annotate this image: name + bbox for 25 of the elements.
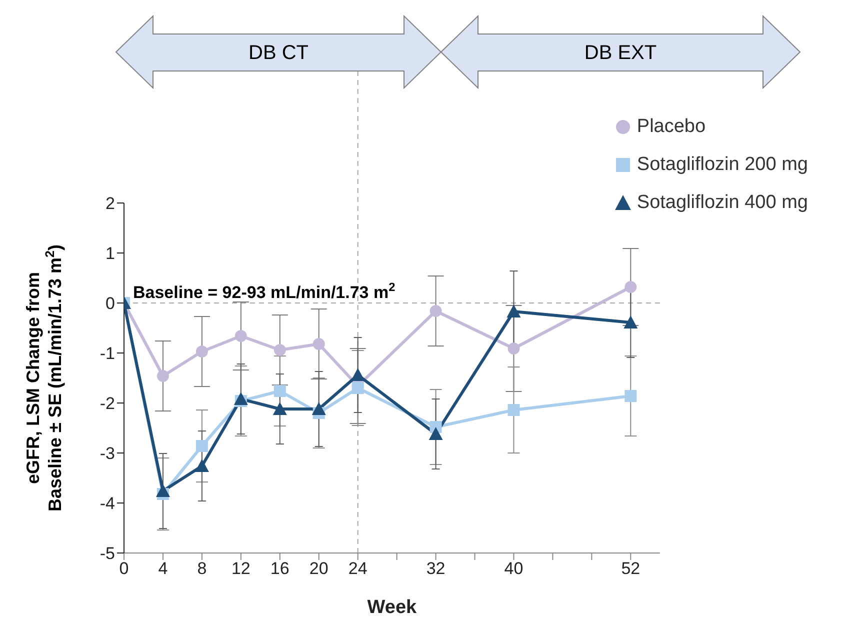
y-tick-label: -5 — [100, 544, 115, 564]
x-axis-title: Week — [367, 597, 418, 618]
x-tick-label: 0 — [119, 559, 129, 578]
legend-label: Placebo — [636, 115, 706, 139]
y-tick-label: 0 — [106, 294, 115, 314]
text: DB EXT — [584, 42, 657, 64]
y-tick-label: -2 — [100, 394, 115, 414]
legend-label: Sotagliflozin 200 mg — [636, 153, 808, 177]
x-tick-label: 40 — [504, 559, 524, 578]
x-tick-label: 20 — [309, 559, 328, 578]
y-tick-label: 2 — [106, 194, 115, 214]
legend-label: Sotagliflozin 400 mg — [636, 191, 808, 215]
y-tick-label: -1 — [100, 344, 115, 364]
x-tick-label: 12 — [231, 559, 250, 578]
x-tick-label: 8 — [197, 559, 207, 578]
y-tick-label: 1 — [106, 244, 115, 264]
x-tick-label: 24 — [348, 559, 368, 578]
annotation: Baseline = 92-93 mL/min/1.73 m$^{2}$ — [133, 280, 396, 302]
x-tick-label: 52 — [621, 559, 640, 578]
y-tick-label: -3 — [100, 444, 115, 464]
text: DB CT — [248, 42, 308, 64]
x-tick-label: 4 — [158, 559, 168, 578]
x-tick-label: 32 — [426, 559, 446, 578]
y-tick-label: -4 — [100, 494, 115, 514]
x-tick-label: 16 — [270, 559, 290, 578]
